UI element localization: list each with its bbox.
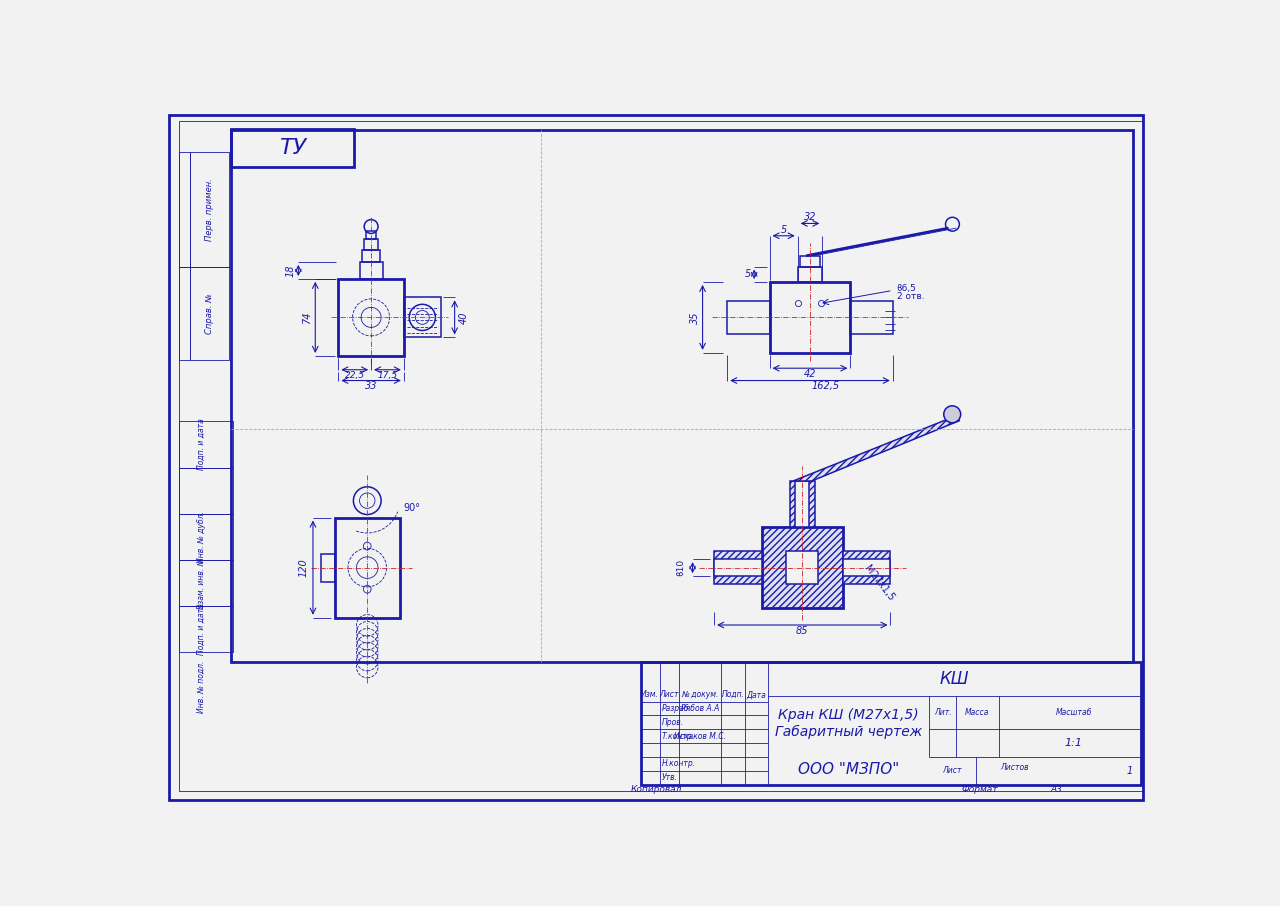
Text: Подп.: Подп. [722,690,745,699]
Text: А3: А3 [1051,785,1062,794]
Text: 18: 18 [285,265,296,276]
Bar [842,552,891,583]
Text: 90°: 90° [403,504,420,514]
Text: 1:1: 1:1 [1065,738,1083,748]
Bar [191,267,229,360]
Text: Справ. №: Справ. № [205,294,214,334]
Bar [366,231,376,239]
Text: 5: 5 [781,225,787,235]
Text: Взам. инв. №: Взам. инв. № [197,557,206,609]
Bar [786,552,818,583]
Bar [365,239,378,250]
Text: Лит.: Лит. [934,708,951,718]
Polygon shape [794,420,960,481]
Text: ϐ10: ϐ10 [677,559,686,576]
Text: 5: 5 [745,269,751,279]
Text: Лист: Лист [942,766,963,776]
Text: Формат: Формат [961,785,997,794]
Bar [800,255,820,266]
Text: Масштаб: Масштаб [1056,708,1092,718]
Bar [795,481,809,527]
Bar [362,250,380,262]
Text: Рябов А.А: Рябов А.А [681,704,719,713]
Text: Подп. и дата: Подп. и дата [197,419,206,470]
Text: Пров.: Пров. [662,718,684,727]
Text: Листов: Листов [1000,764,1028,772]
Circle shape [943,406,961,423]
Text: 85: 85 [796,626,809,636]
Bar [179,560,233,606]
Bar [640,661,1140,785]
Text: Масса: Масса [965,708,989,718]
Text: Инв. № подл.: Инв. № подл. [197,660,206,713]
Text: ООО "МЗПО": ООО "МЗПО" [797,762,899,776]
Bar [790,481,814,527]
Text: 74: 74 [302,311,312,323]
Text: Подп. и дата: Подп. и дата [197,603,206,655]
Bar [842,559,891,576]
Bar [179,152,191,267]
Bar [403,297,440,337]
Bar [179,267,191,360]
Text: Изм.: Изм. [641,690,659,699]
Text: 35: 35 [690,311,700,323]
Bar [334,517,399,618]
Text: 2 отв.: 2 отв. [896,292,924,301]
Bar [850,301,892,333]
Text: ТУ: ТУ [279,138,306,158]
Bar [727,301,769,333]
Text: Дата: Дата [746,690,765,699]
Bar [230,129,355,168]
Text: Копировал: Копировал [630,785,682,794]
Bar [179,606,233,652]
Bar [179,467,233,514]
Text: М27х1,5: М27х1,5 [861,564,896,602]
Text: КШ: КШ [940,670,969,688]
Bar [714,552,762,583]
Text: № докум.: № докум. [681,690,719,699]
Text: Инв. № дубл.: Инв. № дубл. [197,511,206,563]
Bar [714,559,762,576]
Text: 22,5: 22,5 [344,371,365,380]
Text: 32: 32 [804,212,817,222]
Text: Лист: Лист [659,690,680,699]
Bar [797,266,822,282]
Text: 120: 120 [298,558,308,577]
Text: Перв. примен.: Перв. примен. [205,178,214,241]
Bar [338,279,403,356]
Bar [230,130,1133,661]
Text: 33: 33 [365,381,378,390]
Text: Исхаков М.С.: Исхаков М.С. [675,732,726,741]
Text: Т.контр.: Т.контр. [662,732,694,741]
Bar [321,554,334,582]
Bar [179,514,233,560]
Bar [769,282,850,352]
Text: Габаритный чертеж: Габаритный чертеж [774,726,922,739]
Text: ϐ6,5: ϐ6,5 [896,284,916,293]
Text: Разраб.: Разраб. [662,704,691,713]
Text: 42: 42 [804,369,817,379]
Text: Утв.: Утв. [662,774,677,783]
Bar [360,262,383,279]
Bar [191,152,229,267]
Text: Кран КШ (М27х1,5): Кран КШ (М27х1,5) [778,708,919,722]
Text: 40: 40 [460,311,468,323]
Text: 17,5: 17,5 [378,371,398,380]
Text: 162,5: 162,5 [812,381,840,390]
Text: Н.контр.: Н.контр. [662,759,695,768]
Bar [762,527,842,608]
Bar [179,421,233,467]
Text: 1: 1 [1126,766,1133,776]
